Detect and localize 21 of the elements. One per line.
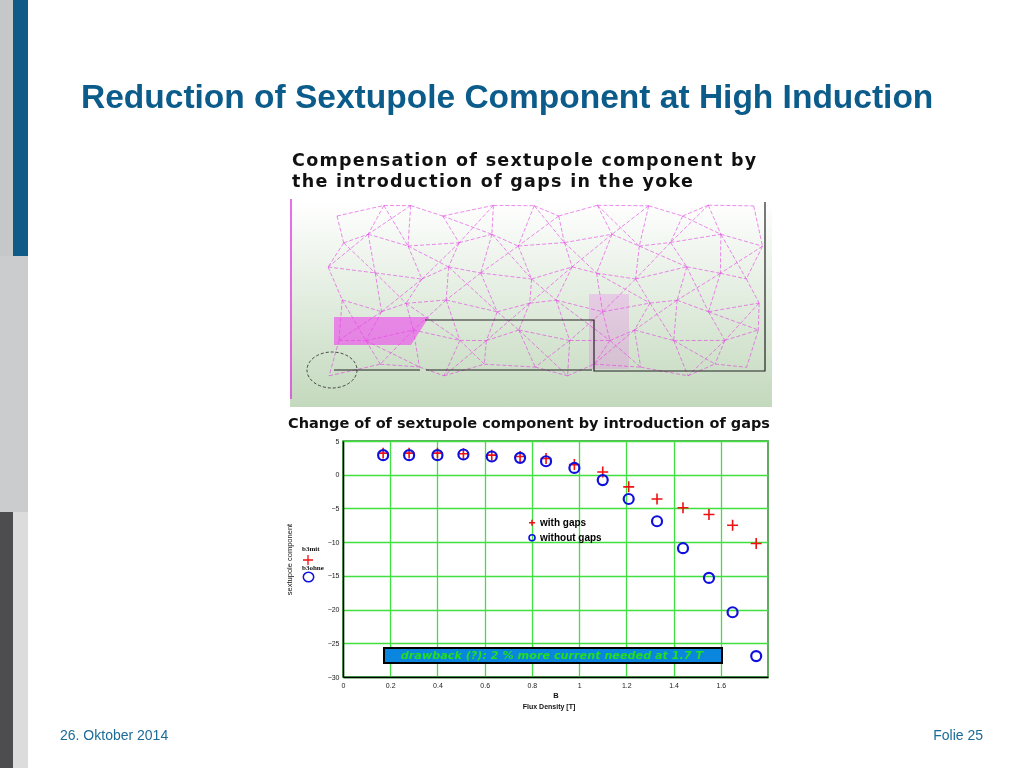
point <box>726 606 739 619</box>
point <box>676 542 690 555</box>
chart-subtitle: Change of of sextupole component by introduction of gaps <box>288 414 770 431</box>
point <box>650 492 664 506</box>
chart-title: Reduction of Sextupole Component at High Induction <box>81 78 934 116</box>
point <box>676 501 690 515</box>
point <box>750 650 763 663</box>
text: 26. Oktober 2014 <box>60 727 169 743</box>
point <box>749 537 763 550</box>
point <box>622 480 635 494</box>
annotation: drawback (?): 2 % more current needed at 1.7 T <box>400 648 704 663</box>
point <box>650 515 664 528</box>
point <box>568 461 581 475</box>
point <box>702 508 716 521</box>
point <box>596 465 609 479</box>
point <box>726 519 739 532</box>
text: Compensation of sextupole component by the introduction of gaps in the yoke <box>292 150 759 192</box>
point <box>702 571 716 584</box>
text: Folie 25 <box>933 727 983 743</box>
point <box>596 474 609 487</box>
point <box>622 492 635 506</box>
